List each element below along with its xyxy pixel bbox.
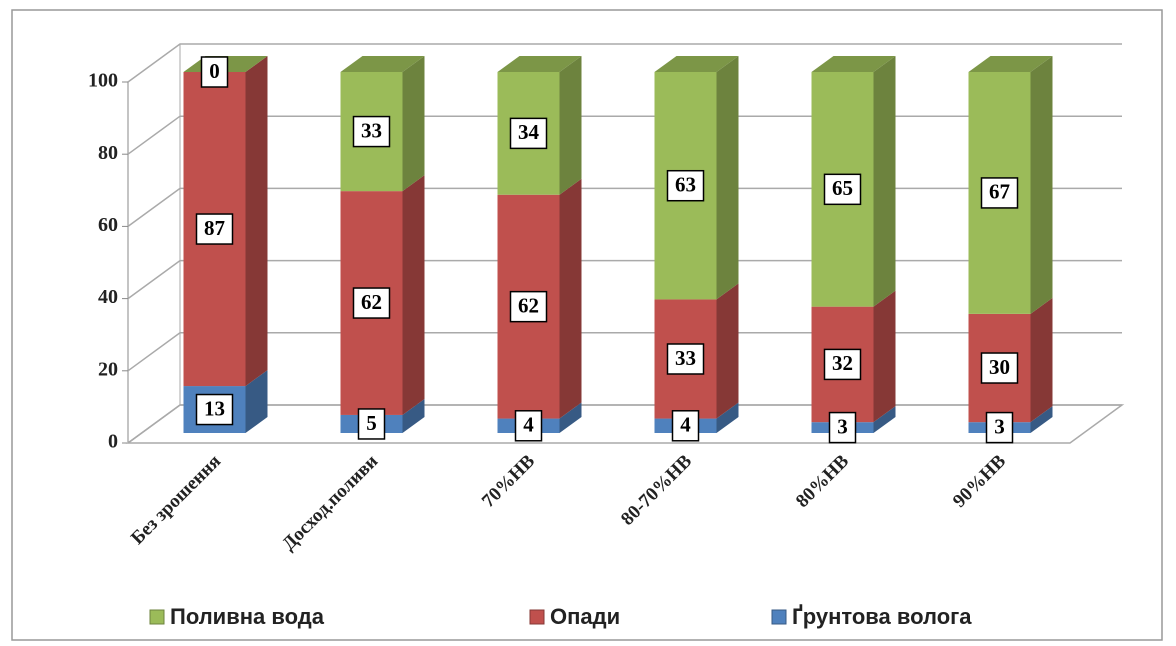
value-label-box <box>352 287 391 319</box>
value-label: 65 <box>832 176 853 200</box>
legend-label: Поливна вода <box>170 604 325 629</box>
value-label: 87 <box>204 216 225 240</box>
bar-side <box>716 402 739 433</box>
value-label: 3 <box>994 414 1005 438</box>
value-label-box <box>666 343 705 375</box>
value-label: 32 <box>832 351 853 375</box>
y-tick-label: 100 <box>88 70 118 92</box>
bar-side <box>1030 406 1053 433</box>
bar-top <box>968 56 1053 72</box>
bar-segment <box>183 56 268 387</box>
bar-side <box>873 56 896 307</box>
value-label-box <box>671 410 700 442</box>
value-label: 0 <box>209 59 220 83</box>
value-label-box <box>200 56 229 88</box>
frame <box>11 9 1163 641</box>
value-label-box <box>509 117 548 150</box>
legend-swatch <box>771 609 787 625</box>
value-label: 4 <box>680 413 691 437</box>
bar-side <box>1030 56 1053 314</box>
bar-side <box>402 175 425 415</box>
x-tick-label: Досход.поливи <box>278 451 382 555</box>
value-label-box <box>823 173 862 206</box>
value-label: 62 <box>518 293 539 317</box>
value-label-box <box>357 408 386 440</box>
y-tick-label: 60 <box>98 214 118 236</box>
grid-line <box>127 115 1122 155</box>
value-label: 3 <box>837 414 848 438</box>
bar-side <box>559 402 582 433</box>
bar-side <box>716 283 739 419</box>
bar-side <box>245 56 268 387</box>
value-label: 5 <box>366 411 377 435</box>
legend-label: Ґрунтова волога <box>792 604 972 629</box>
x-tick-label: 70%НВ <box>478 451 539 512</box>
value-label-box <box>514 410 543 442</box>
value-label: 67 <box>989 180 1010 204</box>
value-label: 63 <box>675 173 696 197</box>
y-tick-label: 40 <box>98 286 118 308</box>
x-tick-label: Без зрошення <box>127 451 225 549</box>
x-tick-label: 90%НВ <box>949 451 1010 512</box>
value-label-box <box>666 169 705 202</box>
x-tick-label: 80%НВ <box>792 451 853 512</box>
grid-line <box>127 332 1122 372</box>
value-label-box <box>509 290 548 323</box>
value-label: 4 <box>523 413 534 437</box>
legend-swatch <box>529 609 545 625</box>
y-tick-label: 80 <box>98 142 118 164</box>
value-label-box <box>980 352 1019 384</box>
floor <box>125 404 1125 444</box>
value-label-box <box>823 348 862 381</box>
bar-top <box>497 56 582 72</box>
value-label: 62 <box>361 290 382 314</box>
bar-top <box>340 56 425 72</box>
x-tick-label: 80-70%НВ <box>617 451 696 530</box>
bar-side <box>1030 297 1053 423</box>
value-label-box <box>195 393 234 426</box>
bar-side <box>402 398 425 433</box>
legend-label: Опади <box>550 604 620 629</box>
bar-side <box>245 370 268 433</box>
value-label-box <box>985 411 1014 444</box>
bar-side <box>559 56 582 195</box>
bar-segment <box>497 56 582 195</box>
bar-side <box>716 56 739 300</box>
bar-side <box>873 290 896 423</box>
legend-swatch <box>149 609 165 625</box>
value-label-box <box>980 177 1019 209</box>
value-label: 30 <box>989 355 1010 379</box>
bar-side <box>559 178 582 419</box>
grid-line <box>127 259 1122 300</box>
value-label: 33 <box>361 118 382 142</box>
bar-top <box>654 56 739 72</box>
value-label: 34 <box>518 120 540 144</box>
bar-side <box>873 406 896 433</box>
y-tick-label: 0 <box>108 431 118 453</box>
bar-side <box>402 56 425 192</box>
value-label: 33 <box>675 346 696 370</box>
grid-line <box>127 43 1122 83</box>
grid-line <box>127 187 1122 228</box>
value-label: 13 <box>204 396 225 420</box>
bar-top <box>811 56 896 72</box>
value-label-box <box>828 411 857 444</box>
y-tick-label: 20 <box>98 358 118 380</box>
value-label-box <box>195 213 234 245</box>
value-label-box <box>352 115 391 148</box>
